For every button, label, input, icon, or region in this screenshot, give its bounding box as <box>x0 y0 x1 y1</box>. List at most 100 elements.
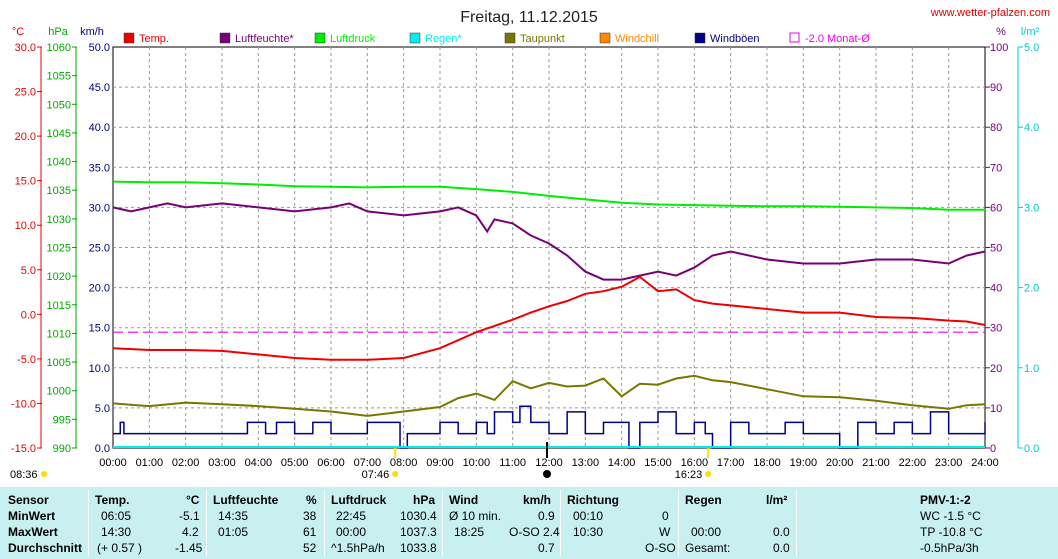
hdr-wind-unit: km/h <box>523 493 552 507</box>
x-tick-label: 23:00 <box>935 457 963 469</box>
legend-swatch-dew <box>504 32 516 44</box>
hdr-pmv: PMV-1:-2 <box>920 493 971 507</box>
series-temp <box>112 275 986 361</box>
min-pmv: WC -1.5 °C <box>920 509 981 523</box>
sunset-label: 16:23 <box>675 469 703 481</box>
temp-tick-label: 0.0 <box>21 309 36 321</box>
series-gust <box>113 405 986 449</box>
press-tick-label: 1000 <box>47 386 71 398</box>
max-dir-time: 10:30 <box>573 525 604 539</box>
max-press: 1037.3 <box>400 525 437 539</box>
wind-tick-label: 30.0 <box>89 202 110 214</box>
legend-label-windchill: Windchill <box>615 33 659 45</box>
series-layer <box>112 180 986 449</box>
x-tick-label: 03:00 <box>208 457 236 469</box>
min-wind-label: Ø 10 min. <box>449 509 502 523</box>
axes: 30.0 25.0 20.0 15.0 10.0 5.0 0.0 -5.0 -10.0 -15.0… <box>11 42 1039 455</box>
x-tick-label: 04:00 <box>245 457 273 469</box>
max-rain-time: 00:00 <box>691 525 722 539</box>
min-press-time: 22:45 <box>336 509 367 523</box>
x-tick-label: 09:00 <box>426 457 454 469</box>
max-pmv: TP -10.8 °C <box>920 525 983 539</box>
x-tick-label: 14:00 <box>608 457 636 469</box>
press-tick-label: 1040 <box>47 157 71 169</box>
avg-rain-label: Gesamt: <box>685 541 731 555</box>
press-tick-label: 1030 <box>47 214 71 226</box>
max-hum: 61 <box>303 525 317 539</box>
chart-title: Freitag, 11.12.2015 <box>460 9 598 26</box>
wind-tick-label: 0.0 <box>95 443 110 455</box>
temp-tick-label: 20.0 <box>15 131 36 143</box>
press-tick-label: 990 <box>53 443 71 455</box>
min-press: 1030.4 <box>400 509 437 523</box>
series-humidity <box>112 202 986 281</box>
legend-label-dew: Taupunkt <box>520 33 565 45</box>
temp-tick-label: 25.0 <box>15 87 36 99</box>
legend-label-pressure: Luftdruck <box>330 33 376 45</box>
rain-tick-label: 2.0 <box>1024 283 1039 295</box>
temp-tick-label: 10.0 <box>15 220 36 232</box>
avg-temp-delta: (+ 0.57 ) <box>97 541 143 555</box>
x-tick-label: 16:00 <box>681 457 709 469</box>
press-tick-label: 1005 <box>47 357 71 369</box>
wind-tick-label: 45.0 <box>89 82 110 94</box>
x-tick-label: 13:00 <box>572 457 600 469</box>
min-wind: 0.9 <box>538 509 555 523</box>
temp-tick-label: 5.0 <box>21 265 36 277</box>
rain-tick-label: 4.0 <box>1024 122 1039 134</box>
temp-tick-label: -5.0 <box>17 354 36 366</box>
temp-tick-label: -15.0 <box>11 443 36 455</box>
wind-tick-label: 35.0 <box>89 162 110 174</box>
min-temp: -5.1 <box>179 509 200 523</box>
weather-chart: Freitag, 11.12.2015 www.wetter-pfalzen.c… <box>10 7 1050 481</box>
max-temp-time: 14:30 <box>101 525 132 539</box>
legend-label-gust: Windböen <box>710 33 760 45</box>
legend-swatch-windchill <box>599 32 611 44</box>
hdr-wind: Wind <box>449 493 479 507</box>
min-dir: 0 <box>662 509 669 523</box>
x-tick-label: 18:00 <box>753 457 781 469</box>
x-tick-label: 21:00 <box>862 457 890 469</box>
press-tick-label: 1010 <box>47 328 71 340</box>
hum-tick-label: 70 <box>990 162 1002 174</box>
temp-tick-label: 15.0 <box>15 176 36 188</box>
rain-unit-label: l/m² <box>1021 26 1040 38</box>
avg-temp: -1.45 <box>175 541 203 555</box>
rain-tick-label: 0.0 <box>1024 443 1039 455</box>
legend-label-temp: Temp. <box>139 33 169 45</box>
min-temp-time: 06:05 <box>101 509 132 523</box>
x-axis: 00:00 01:00 02:00 03:00 04:00 05:00 06:00 07:00… <box>99 457 999 469</box>
x-tick-label: 11:00 <box>499 457 526 469</box>
wind-tick-label: 25.0 <box>89 243 110 255</box>
hdr-rain-unit: l/m² <box>766 493 788 507</box>
series-pressure <box>112 180 985 211</box>
temp-tick-label: 30.0 <box>15 42 36 54</box>
hum-tick-label: 20 <box>990 363 1002 375</box>
legend-label-month: -2.0 Monat-Ø <box>805 33 870 45</box>
hdr-sensor: Sensor <box>8 493 49 507</box>
rain-tick-label: 3.0 <box>1024 202 1039 214</box>
source-link[interactable]: www.wetter-pfalzen.com <box>930 7 1050 19</box>
press-tick-label: 1050 <box>47 99 71 111</box>
press-unit-label: hPa <box>48 26 68 38</box>
x-tick-label: 07:00 <box>354 457 382 469</box>
press-tick-label: 1060 <box>47 42 71 54</box>
hdr-press-unit: hPa <box>413 493 436 507</box>
press-tick-label: 1025 <box>47 243 71 255</box>
row-min-label: MinWert <box>8 509 56 523</box>
wind-unit-label: km/h <box>80 26 104 38</box>
series-dew <box>112 374 986 417</box>
max-wind: O-SO 2.4 <box>509 525 560 539</box>
sunrise-prev-label: 08:36 <box>10 469 38 481</box>
hum-unit-label: % <box>996 26 1006 38</box>
moon-icon <box>543 470 551 478</box>
legend-label-rain: Regen* <box>425 33 462 45</box>
hdr-rain: Regen <box>685 493 722 507</box>
row-avg-label: Durchschnitt <box>8 541 83 555</box>
x-tick-label: 05:00 <box>281 457 309 469</box>
wind-tick-label: 50.0 <box>89 42 110 54</box>
sunrise-icon <box>392 471 399 477</box>
x-tick-label: 24:00 <box>971 457 999 469</box>
min-hum: 38 <box>303 509 317 523</box>
avg-wind: 0.7 <box>538 541 555 555</box>
